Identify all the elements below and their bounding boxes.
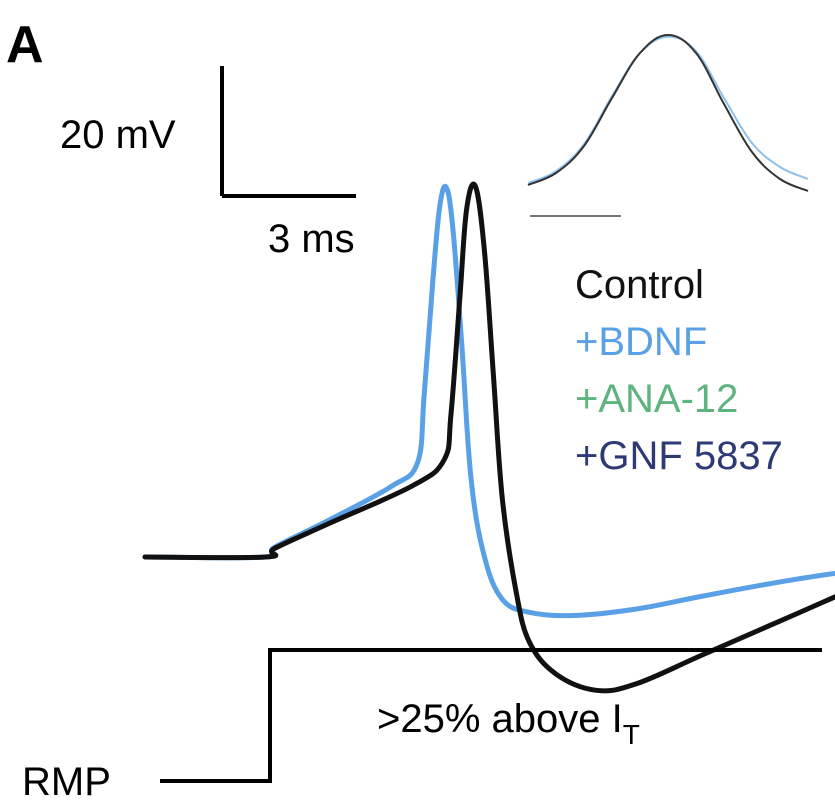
trace-control	[142, 181, 835, 694]
traces	[142, 181, 835, 694]
inset-trace-bdnf	[527, 35, 809, 185]
scale-time-label: 3 ms	[268, 217, 355, 261]
stimulus-label-subscript: T	[623, 719, 640, 750]
stimulus-protocol: >25% above IT RMP	[22, 648, 822, 801]
rmp-label: RMP	[22, 760, 111, 801]
scale-bar: 20 mV 3 ms	[60, 66, 356, 261]
stimulus-label: >25% above IT	[377, 697, 640, 750]
inset-trace-control	[527, 33, 809, 192]
stimulus-step-line	[160, 648, 822, 783]
legend-entry: Control	[575, 263, 704, 307]
stimulus-label-main: >25% above I	[377, 697, 623, 741]
inset-plot	[527, 33, 809, 217]
legend-entry: +GNF 5837	[575, 434, 783, 478]
panel-label: A	[6, 16, 44, 74]
legend: Control +BDNF +ANA-12 +GNF 5837	[575, 263, 783, 478]
legend-entry: +ANA-12	[575, 377, 738, 421]
scale-voltage-label: 20 mV	[60, 113, 176, 157]
legend-entry: +BDNF	[575, 320, 707, 364]
